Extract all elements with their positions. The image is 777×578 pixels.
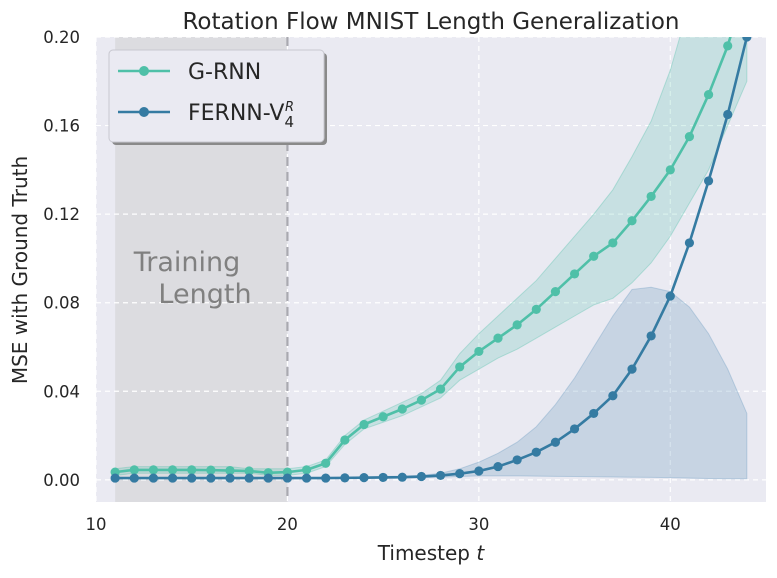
- data-point-fernn: [416, 471, 427, 482]
- x-axis-label: Timestep t: [377, 541, 486, 565]
- data-point-fernn: [703, 176, 714, 186]
- x-axis-ticks: 10 20 30 40: [86, 515, 681, 534]
- data-point-g-rnn: [569, 269, 580, 279]
- data-point-g-rnn: [359, 419, 369, 430]
- data-point-g-rnn: [703, 89, 714, 100]
- training-label-line2: Length: [158, 279, 251, 310]
- data-point-g-rnn: [378, 412, 388, 422]
- data-point-fernn: [244, 473, 254, 483]
- data-point-g-rnn: [608, 238, 618, 248]
- data-point-fernn: [378, 472, 388, 483]
- data-point-fernn: [225, 473, 235, 483]
- series-lines: [110, 37, 752, 483]
- data-point-fernn: [455, 469, 465, 479]
- data-point-g-rnn: [723, 41, 733, 51]
- data-point-fernn: [340, 473, 350, 483]
- grid-lines: [95, 36, 766, 502]
- data-point-fernn: [301, 473, 312, 483]
- data-point-g-rnn: [340, 435, 350, 445]
- chart-title: Rotation Flow MNIST Length Generalizatio…: [182, 9, 679, 35]
- data-point-g-rnn: [646, 191, 656, 202]
- legend-box: [108, 49, 325, 143]
- data-point-fernn: [531, 447, 541, 457]
- data-point-g-rnn: [474, 346, 484, 357]
- legend-marker-g-rnn: [139, 66, 149, 76]
- data-point-fernn: [282, 473, 293, 483]
- data-point-g-rnn: [187, 465, 197, 475]
- data-point-g-rnn: [301, 465, 312, 475]
- data-point-g-rnn: [129, 465, 139, 475]
- x-tick-label: 20: [277, 515, 298, 534]
- y-tick-label: 0.00: [43, 471, 80, 490]
- data-point-fernn: [435, 470, 446, 481]
- data-point-g-rnn: [493, 333, 503, 343]
- y-tick-label: 0.16: [43, 117, 80, 136]
- data-point-g-rnn: [684, 132, 695, 142]
- data-point-g-rnn: [550, 287, 561, 297]
- data-point-fernn: [263, 473, 273, 483]
- data-point-g-rnn: [225, 465, 235, 476]
- training-label-line1: Training: [133, 247, 241, 278]
- data-point-fernn: [646, 331, 656, 341]
- data-point-g-rnn: [148, 465, 159, 475]
- data-point-fernn: [512, 455, 522, 465]
- data-point-fernn: [129, 473, 139, 483]
- y-axis-label: MSE with Ground Truth: [8, 156, 32, 384]
- series-line-fernn: [115, 37, 749, 480]
- legend-marker-fernn: [139, 107, 149, 117]
- data-point-fernn: [608, 391, 618, 401]
- legend: G-RNN FERNN-V4R: [108, 49, 327, 145]
- data-point-fernn: [723, 109, 733, 120]
- data-point-fernn: [589, 408, 599, 419]
- data-point-fernn: [321, 473, 331, 483]
- data-point-fernn: [110, 473, 120, 483]
- data-point-g-rnn: [627, 216, 637, 226]
- data-point-fernn: [359, 473, 369, 483]
- x-tick-label: 40: [660, 515, 681, 534]
- x-tick-label: 10: [86, 515, 107, 534]
- data-point-g-rnn: [665, 165, 675, 175]
- y-tick-label: 0.20: [43, 28, 80, 47]
- y-tick-label: 0.04: [43, 382, 80, 401]
- data-point-g-rnn: [531, 304, 541, 314]
- legend-label-g-rnn: G-RNN: [188, 60, 261, 85]
- data-point-g-rnn: [244, 466, 254, 476]
- data-point-g-rnn: [455, 362, 465, 372]
- confidence-band-g-rnn: [114, 37, 748, 476]
- data-point-fernn: [665, 291, 675, 301]
- data-point-fernn: [684, 238, 695, 248]
- data-point-fernn: [569, 424, 580, 434]
- data-point-fernn: [167, 473, 178, 483]
- data-point-g-rnn: [512, 320, 522, 330]
- data-point-g-rnn: [206, 465, 216, 475]
- data-point-fernn: [397, 472, 407, 482]
- data-point-fernn: [550, 437, 561, 447]
- data-point-fernn: [493, 461, 503, 472]
- data-point-g-rnn: [321, 458, 331, 468]
- y-axis-ticks: 0.00 0.04 0.08 0.12 0.16 0.20: [43, 28, 80, 490]
- data-point-g-rnn: [397, 404, 407, 414]
- data-point-g-rnn: [416, 395, 427, 405]
- data-point-fernn: [742, 37, 752, 42]
- data-point-g-rnn: [435, 384, 446, 394]
- data-point-fernn: [187, 473, 197, 483]
- x-tick-label: 30: [468, 515, 489, 534]
- series-line-g-rnn: [114, 37, 732, 475]
- data-point-fernn: [206, 473, 216, 483]
- y-tick-label: 0.08: [43, 294, 80, 313]
- legend-label-fernn: FERNN-V4R: [188, 100, 294, 131]
- data-point-fernn: [627, 364, 637, 374]
- data-point-fernn: [148, 473, 159, 483]
- y-tick-label: 0.12: [43, 205, 80, 224]
- data-point-g-rnn: [167, 465, 178, 475]
- data-point-g-rnn: [589, 251, 599, 261]
- data-point-fernn: [474, 466, 484, 476]
